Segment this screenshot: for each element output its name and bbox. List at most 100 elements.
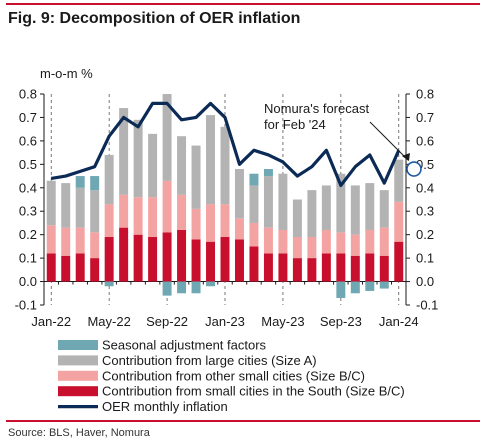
bar-contribution-from-other-small-cities-size-b-c bbox=[321, 229, 331, 254]
bar-contribution-from-large-cities-size-a bbox=[61, 183, 71, 228]
y-tick-label-left: 0.6 bbox=[19, 133, 37, 148]
y-tick-label-right: 0.1 bbox=[416, 251, 434, 266]
bar-contribution-from-large-cities-size-a bbox=[90, 190, 100, 233]
bar-contribution-from-other-small-cities-size-b-c bbox=[162, 180, 172, 233]
bar-contribution-from-small-cities-in-the-south-size-b-c bbox=[379, 255, 389, 282]
bar-contribution-from-large-cities-size-a bbox=[162, 94, 172, 181]
bar-contribution-from-other-small-cities-size-b-c bbox=[379, 227, 389, 256]
forecast-arrowhead bbox=[401, 153, 410, 162]
bar-contribution-from-other-small-cities-size-b-c bbox=[104, 204, 114, 238]
y-tick-label-right: 0.3 bbox=[416, 204, 434, 219]
top-rule bbox=[6, 3, 480, 5]
figure-title: Fig. 9: Decomposition of OER inflation bbox=[8, 10, 301, 27]
y-tick-label-left: 0.0 bbox=[19, 274, 37, 289]
legend-swatch bbox=[58, 340, 98, 350]
bar-seasonal-adjustment-factors bbox=[162, 281, 172, 296]
bar-seasonal-adjustment-factors bbox=[350, 281, 360, 294]
legend-label: Contribution from small cities in the So… bbox=[102, 384, 405, 399]
bar-contribution-from-small-cities-in-the-south-size-b-c bbox=[75, 253, 85, 282]
legend-label: Contribution from other small cities (Si… bbox=[102, 368, 365, 383]
bar-contribution-from-large-cities-size-a bbox=[365, 183, 375, 230]
y-tick-label-right: -0.1 bbox=[416, 298, 438, 313]
bar-contribution-from-other-small-cities-size-b-c bbox=[278, 229, 288, 254]
bar-contribution-from-other-small-cities-size-b-c bbox=[365, 229, 375, 254]
bar-contribution-from-other-small-cities-size-b-c bbox=[90, 232, 100, 259]
bar-contribution-from-large-cities-size-a bbox=[249, 185, 259, 223]
chart: m-o-m % 0.8 0.80.7 0.70.6 0.60.5 0.50.4 0.40.… bbox=[15, 66, 439, 414]
bar-contribution-from-large-cities-size-a bbox=[263, 176, 273, 228]
bar-contribution-from-small-cities-in-the-south-size-b-c bbox=[133, 234, 143, 282]
legend-swatch bbox=[58, 386, 98, 397]
y-tick-label-left: 0.3 bbox=[19, 204, 37, 219]
bar-contribution-from-other-small-cities-size-b-c bbox=[191, 208, 201, 240]
legend-swatch bbox=[58, 370, 98, 381]
bar-contribution-from-large-cities-size-a bbox=[292, 199, 302, 238]
x-tick-label: Jan-22 bbox=[31, 314, 71, 329]
bar-contribution-from-other-small-cities-size-b-c bbox=[350, 234, 360, 256]
bar-contribution-from-small-cities-in-the-south-size-b-c bbox=[162, 232, 172, 282]
bar-contribution-from-other-small-cities-size-b-c bbox=[336, 232, 346, 254]
forecast-annotation-line1: Nomura's forecast bbox=[264, 101, 369, 116]
legend-label: OER monthly inflation bbox=[102, 399, 228, 414]
bar-contribution-from-small-cities-in-the-south-size-b-c bbox=[90, 258, 100, 282]
bar-contribution-from-large-cities-size-a bbox=[191, 145, 201, 209]
bar-contribution-from-small-cities-in-the-south-size-b-c bbox=[191, 239, 201, 282]
bar-contribution-from-large-cities-size-a bbox=[75, 187, 85, 228]
bar-contribution-from-other-small-cities-size-b-c bbox=[249, 222, 259, 247]
bar-contribution-from-large-cities-size-a bbox=[379, 190, 389, 228]
bar-contribution-from-large-cities-size-a bbox=[336, 173, 346, 233]
bar-seasonal-adjustment-factors bbox=[263, 169, 273, 177]
bar-contribution-from-small-cities-in-the-south-size-b-c bbox=[249, 246, 259, 282]
bar-contribution-from-other-small-cities-size-b-c bbox=[177, 194, 187, 230]
x-tick-label: Sep-22 bbox=[146, 314, 188, 329]
bar-contribution-from-large-cities-size-a bbox=[278, 173, 288, 230]
bar-contribution-from-large-cities-size-a bbox=[234, 169, 244, 219]
bar-contribution-from-small-cities-in-the-south-size-b-c bbox=[350, 255, 360, 282]
bar-contribution-from-large-cities-size-a bbox=[177, 136, 187, 195]
bar-contribution-from-small-cities-in-the-south-size-b-c bbox=[365, 253, 375, 282]
bar-contribution-from-small-cities-in-the-south-size-b-c bbox=[61, 255, 71, 282]
bar-contribution-from-large-cities-size-a bbox=[104, 154, 114, 205]
y-tick-label-right: 0.0 bbox=[416, 274, 434, 289]
bar-contribution-from-small-cities-in-the-south-size-b-c bbox=[336, 253, 346, 282]
bar-contribution-from-other-small-cities-size-b-c bbox=[206, 204, 216, 242]
bar-contribution-from-other-small-cities-size-b-c bbox=[234, 218, 244, 240]
plot-area: 0.8 0.80.7 0.70.6 0.60.5 0.50.4 0.40.3 0.30.2 0… bbox=[15, 87, 439, 330]
bar-contribution-from-other-small-cities-size-b-c bbox=[75, 227, 85, 254]
y-tick-label-left: 0.7 bbox=[19, 110, 37, 125]
bar-contribution-from-small-cities-in-the-south-size-b-c bbox=[206, 241, 216, 282]
bar-seasonal-adjustment-factors bbox=[177, 281, 187, 294]
forecast-annotation-line2: for Feb '24 bbox=[264, 117, 326, 132]
x-tick-label: May-23 bbox=[261, 314, 304, 329]
bar-contribution-from-small-cities-in-the-south-size-b-c bbox=[321, 253, 331, 282]
y-tick-label-left: 0.8 bbox=[19, 87, 37, 102]
y-tick-label-right: 0.8 bbox=[416, 87, 434, 102]
bar-seasonal-adjustment-factors bbox=[75, 176, 85, 188]
bar-contribution-from-other-small-cities-size-b-c bbox=[148, 197, 158, 238]
legend: Seasonal adjustment factors Contribution … bbox=[58, 338, 405, 414]
bar-contribution-from-large-cities-size-a bbox=[350, 185, 360, 235]
bar-contribution-from-other-small-cities-size-b-c bbox=[263, 227, 273, 254]
bar-contribution-from-large-cities-size-a bbox=[206, 115, 216, 205]
bar-seasonal-adjustment-factors bbox=[365, 281, 375, 291]
bar-contribution-from-small-cities-in-the-south-size-b-c bbox=[177, 229, 187, 282]
bar-seasonal-adjustment-factors bbox=[249, 173, 259, 186]
bar-contribution-from-other-small-cities-size-b-c bbox=[61, 227, 71, 256]
bar-contribution-from-large-cities-size-a bbox=[394, 159, 404, 202]
bar-seasonal-adjustment-factors bbox=[90, 176, 100, 191]
legend-label: Seasonal adjustment factors bbox=[102, 338, 267, 353]
line-oer-monthly-inflation bbox=[50, 101, 401, 188]
bar-seasonal-adjustment-factors bbox=[191, 281, 201, 294]
bar-contribution-from-other-small-cities-size-b-c bbox=[220, 204, 230, 238]
bar-contribution-from-large-cities-size-a bbox=[148, 133, 158, 198]
legend-swatch bbox=[58, 355, 98, 366]
forecast-marker bbox=[406, 161, 422, 177]
bar-contribution-from-small-cities-in-the-south-size-b-c bbox=[119, 227, 129, 282]
bar-seasonal-adjustment-factors bbox=[206, 281, 216, 287]
bar-contribution-from-small-cities-in-the-south-size-b-c bbox=[394, 241, 404, 282]
y-tick-label-left: -0.1 bbox=[15, 298, 37, 313]
x-tick-label: Sep-23 bbox=[320, 314, 362, 329]
bar-seasonal-adjustment-factors bbox=[336, 281, 346, 298]
y-tick-label-right: 0.7 bbox=[416, 110, 434, 125]
x-tick-label: Jan-24 bbox=[379, 314, 419, 329]
